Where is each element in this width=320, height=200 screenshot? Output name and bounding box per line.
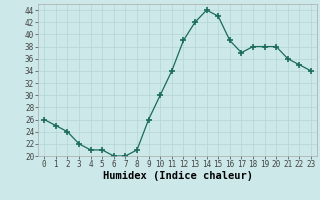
X-axis label: Humidex (Indice chaleur): Humidex (Indice chaleur) xyxy=(103,171,252,181)
